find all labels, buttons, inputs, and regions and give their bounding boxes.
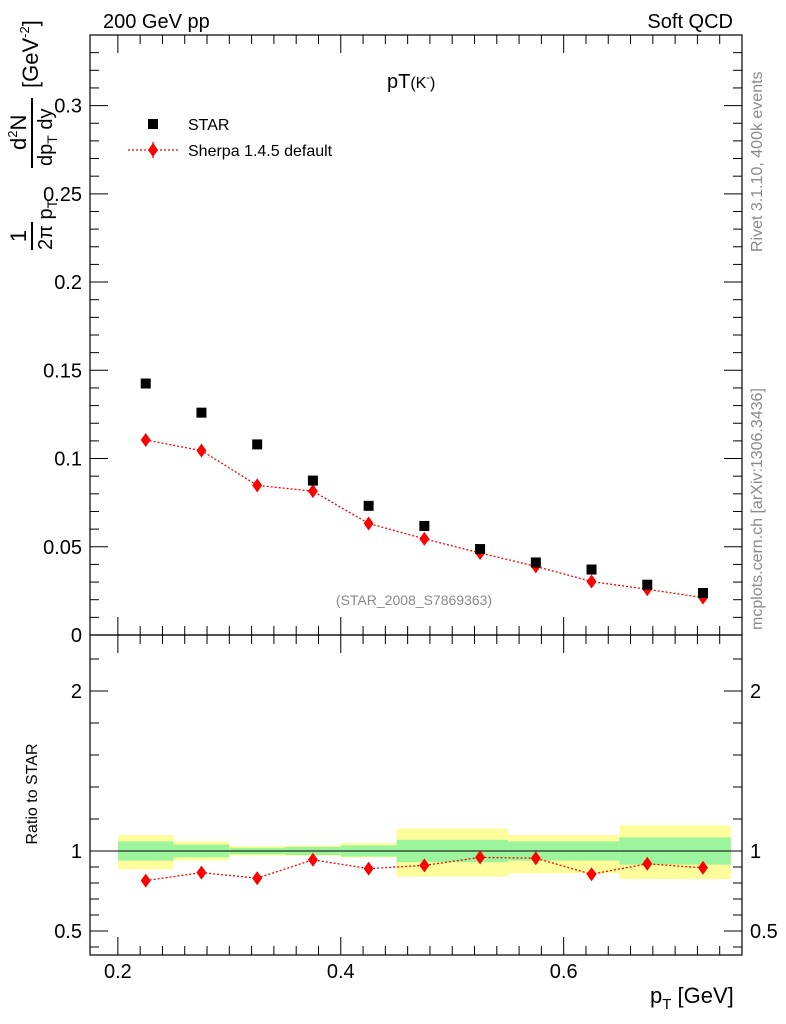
- main-y-tick-label: 0.1: [54, 449, 82, 471]
- chart-title: pT(K-): [387, 71, 435, 93]
- mc-point: [196, 443, 207, 458]
- ylabel-N: N: [6, 115, 31, 131]
- ratio-frame: [89, 634, 743, 956]
- rivet-label: Rivet 3.1.10, 400k events: [749, 71, 766, 252]
- ylabel-dp: dp: [35, 144, 57, 166]
- analysis-id: (STAR_2008_S7869363): [336, 592, 492, 608]
- star-point: [307, 475, 318, 486]
- ylabel-unit: [GeV-2]: [17, 20, 43, 88]
- mc-series-line: [145, 439, 704, 599]
- ratio-mc-point: [363, 861, 374, 876]
- mcplots-label: mcplots.cern.ch [arXiv:1306.3436]: [749, 388, 766, 630]
- y-axis-label: 1 2π pT d2N dpT dy [GeV-2]: [5, 20, 60, 250]
- star-point: [419, 520, 430, 531]
- ylabel-unit-text: [GeV: [18, 38, 43, 88]
- star-point: [475, 544, 486, 555]
- ratio-y-axis-label: Ratio to STAR: [24, 743, 41, 844]
- xlabel-sub: T: [662, 996, 671, 1013]
- mc-point: [586, 574, 597, 589]
- x-tick-label: 0.4: [327, 961, 355, 983]
- mc-point: [363, 516, 374, 531]
- main-y-tick-label: 0.3: [54, 96, 82, 118]
- ylabel-d2-sup: 2: [5, 131, 20, 138]
- legend-mc-marker: [148, 143, 158, 157]
- star-point: [196, 407, 207, 418]
- title-main: pT: [387, 71, 410, 93]
- mc-point: [140, 433, 151, 447]
- ylabel-frac-den-text: 2π p: [35, 208, 57, 250]
- legend-mc-label: Sherpa 1.4.5 default: [188, 143, 333, 160]
- ratio-y-tick-label-left: 0.5: [54, 921, 82, 943]
- ratio-mc-point: [475, 850, 486, 865]
- ratio-y-tick-label-right: 0.5: [750, 921, 778, 943]
- ylabel-dp-sub: T: [44, 135, 60, 144]
- star-point: [363, 500, 374, 511]
- ratio-mc-point: [642, 856, 653, 871]
- ratio-mc-point: [419, 858, 430, 873]
- ratio-mc-point: [697, 860, 708, 875]
- x-axis-label: pT [GeV]: [650, 983, 734, 1013]
- mc-point: [307, 484, 318, 499]
- ratio-mc-point: [196, 865, 207, 880]
- axes: 0.2 0.4 0.6 0 0.05 0.1 0.15 0.2 0.25 0.3 0.5 0.5 1 1 2…: [43, 34, 778, 983]
- ylabel-unit-sup: -2: [17, 26, 32, 38]
- xlabel-unit: [GeV]: [671, 983, 733, 1008]
- star-point: [530, 557, 541, 568]
- title-sub: (K: [410, 75, 426, 92]
- ratio-mc-point: [252, 871, 263, 886]
- title-close: ): [430, 75, 435, 92]
- ylabel-dN: d2N: [5, 115, 31, 150]
- ratio-mc-point: [586, 867, 597, 882]
- star-point: [140, 378, 151, 389]
- ylabel-frac-num: 1: [6, 230, 31, 242]
- title-sup: -: [426, 72, 430, 84]
- ratio-y-tick-label-right: 1: [750, 841, 761, 863]
- ylabel-dy: dy: [35, 109, 57, 136]
- legend: STAR Sherpa 1.4.5 default: [128, 117, 333, 160]
- main-y-tick-label: 0.05: [43, 537, 82, 559]
- star-point: [586, 564, 597, 575]
- header-right: Soft QCD: [647, 11, 733, 33]
- mc-point: [252, 478, 263, 493]
- main-y-tick-label: 0.15: [43, 360, 82, 382]
- legend-star-label: STAR: [188, 117, 229, 134]
- ratio-mc-point: [530, 851, 541, 866]
- ratio-y-tick-label-left: 1: [71, 841, 82, 863]
- ylabel-frac-den-sub: T: [44, 199, 60, 208]
- data-marks: [140, 378, 708, 888]
- x-tick-label: 0.2: [104, 961, 132, 983]
- ylabel-unit-close: ]: [18, 20, 43, 26]
- star-point: [642, 579, 653, 590]
- x-tick-label: 0.6: [550, 961, 578, 983]
- xlabel-p: p: [650, 983, 662, 1008]
- header-left: 200 GeV pp: [103, 11, 210, 33]
- ratio-y-tick-label-right: 2: [750, 681, 761, 703]
- mc-point: [419, 531, 430, 546]
- star-point: [252, 439, 263, 450]
- ratio-mc-line: [145, 856, 704, 882]
- legend-star-marker: [148, 119, 158, 129]
- main-y-tick-label: 0.25: [43, 184, 82, 206]
- ylabel-d2: d: [6, 138, 31, 150]
- main-y-tick-label: 0: [71, 625, 82, 647]
- star-point: [697, 588, 708, 598]
- ylabel-frac-den: 2π pT: [35, 199, 60, 250]
- ratio-y-tick-label-left: 2: [71, 681, 82, 703]
- ylabel-dpdy: dpT dy: [35, 109, 60, 167]
- ratio-mc-point: [140, 873, 151, 888]
- ratio-mc-point: [307, 852, 318, 867]
- main-y-tick-label: 0.2: [54, 272, 82, 294]
